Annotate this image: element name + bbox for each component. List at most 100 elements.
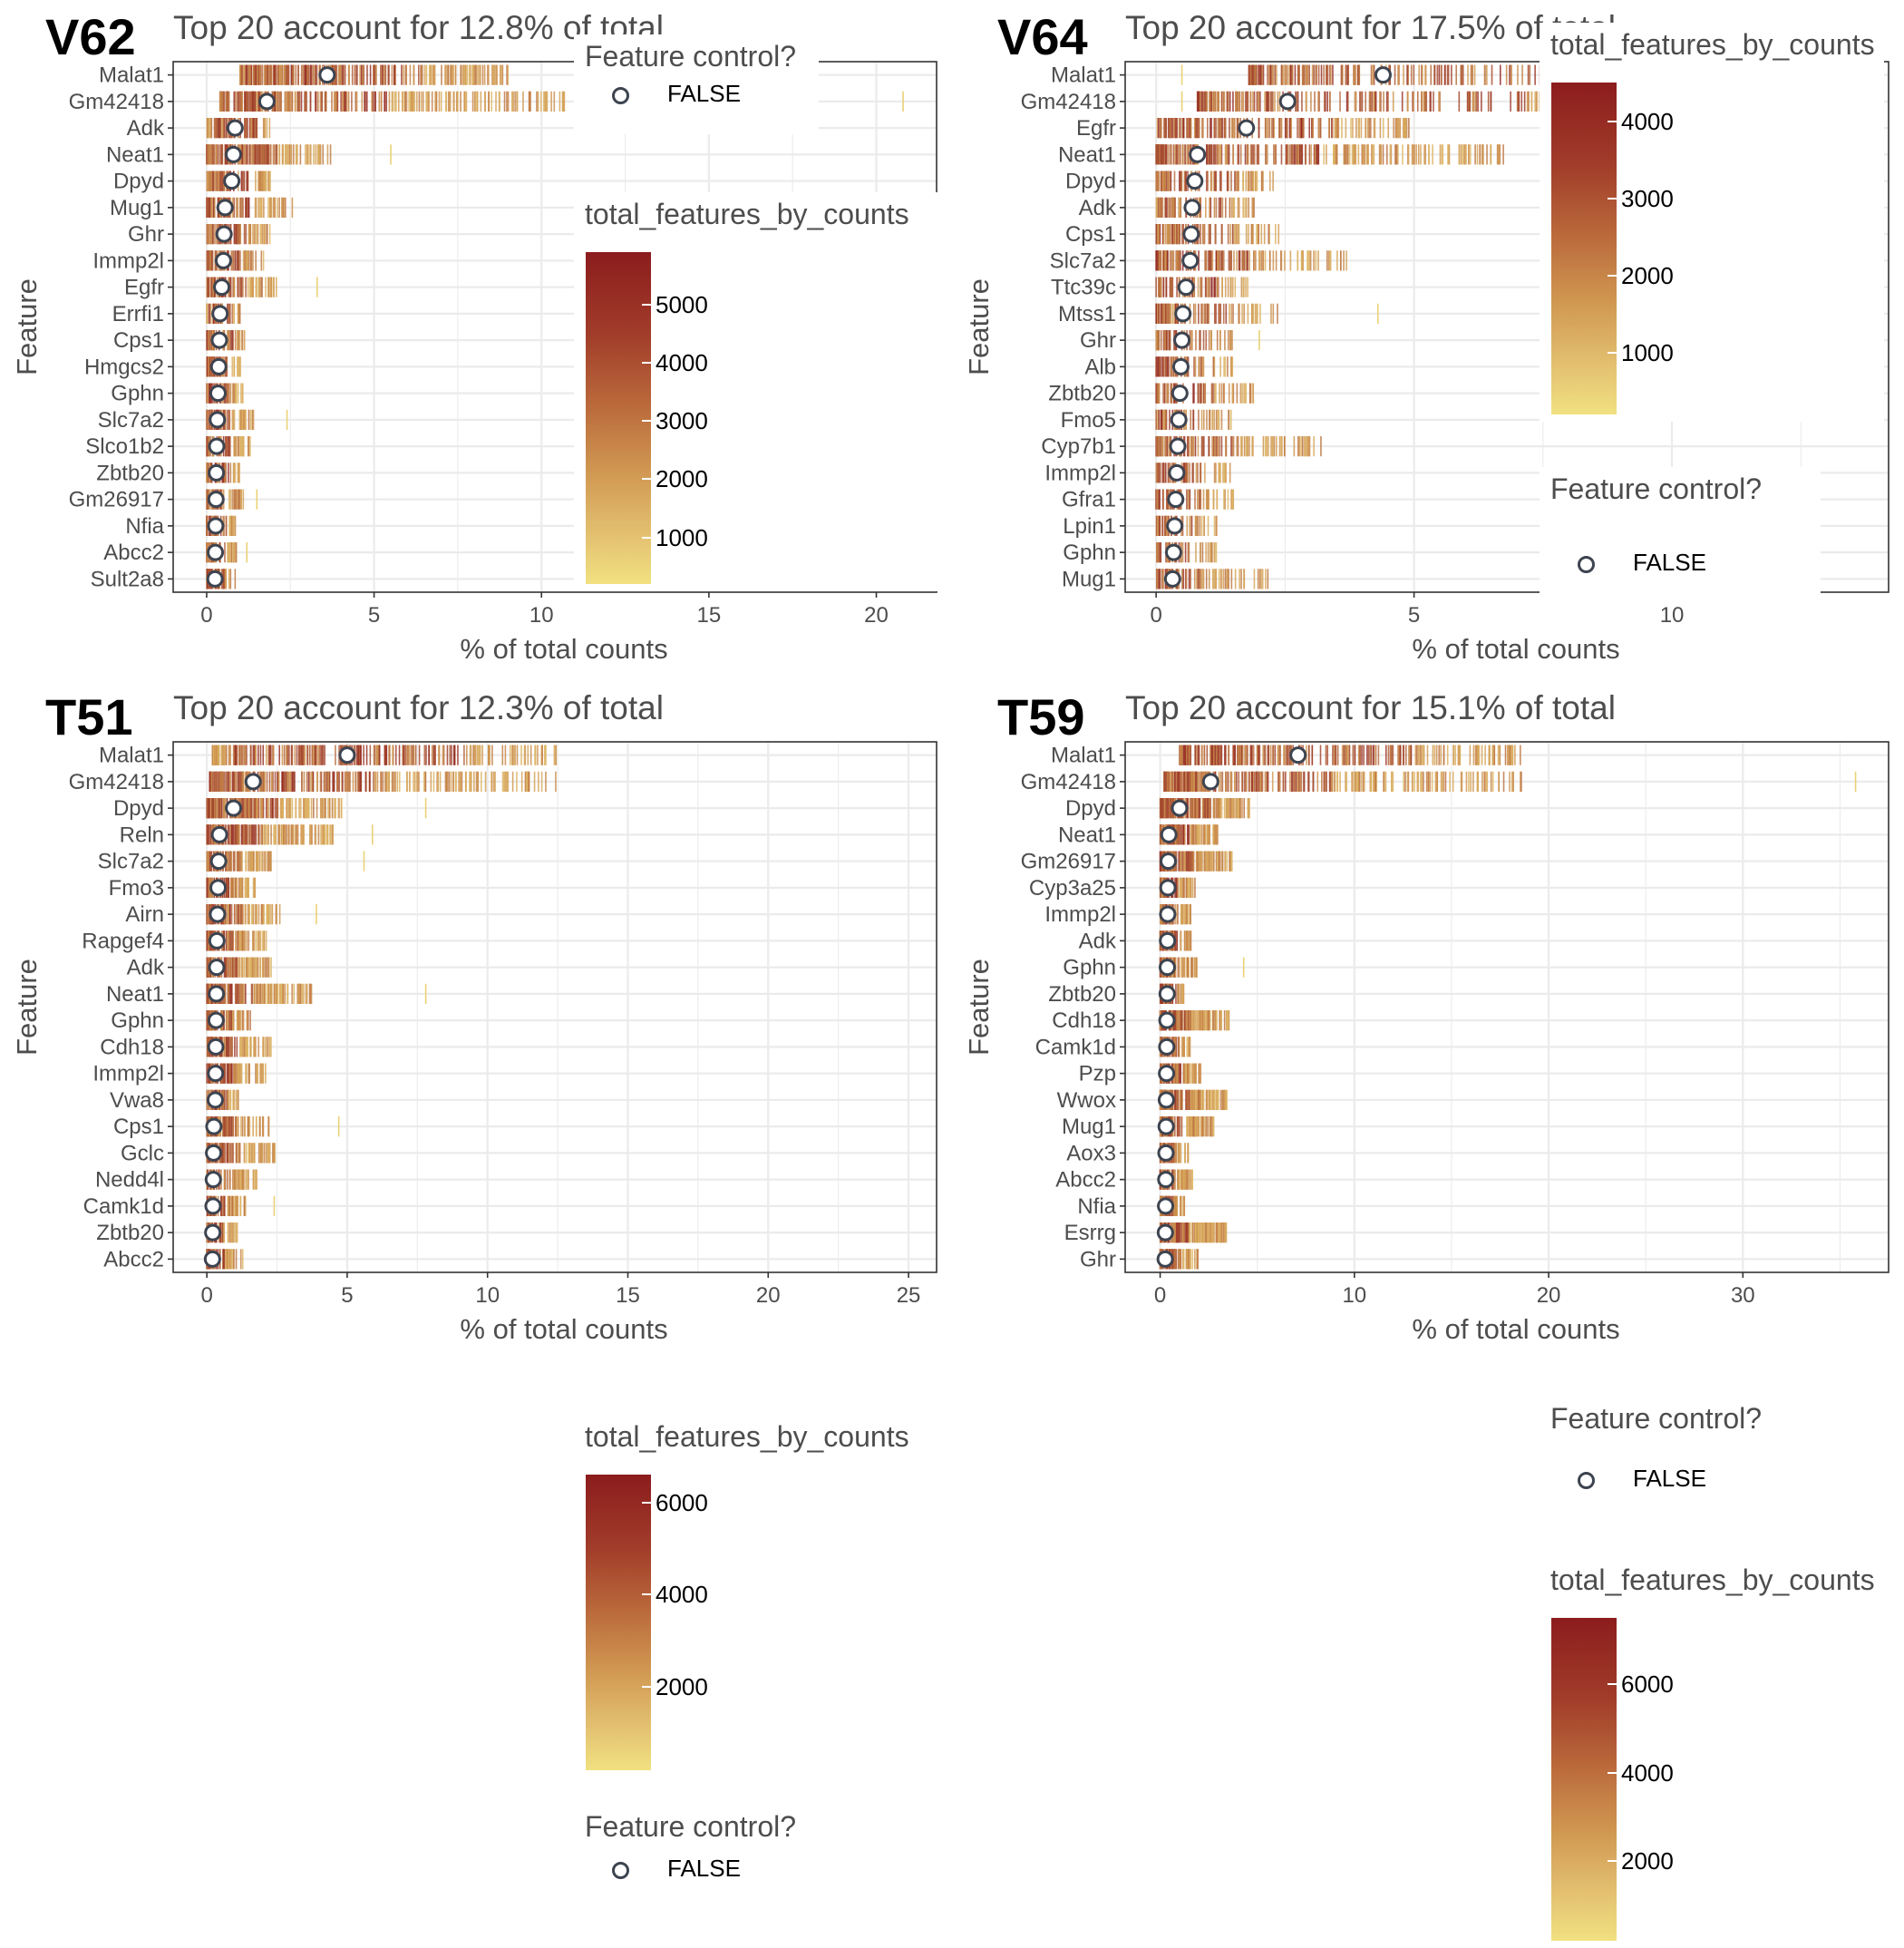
panel-tag: V64 [997, 7, 1088, 66]
y-tick-label: Egfr [1076, 116, 1116, 141]
mean-point-adk [228, 121, 242, 135]
x-tick-label: 10 [1660, 603, 1685, 628]
y-tick-label: Immp2l [1044, 461, 1116, 485]
y-axis-title: Feature [11, 278, 43, 375]
mean-point-mug1 [218, 200, 232, 215]
y-tick-label: Alb [1084, 355, 1116, 379]
y-tick-label: Abcc2 [103, 541, 164, 565]
y-tick-label: Gphn [111, 382, 164, 406]
mean-point-neat1 [1190, 147, 1205, 161]
mean-point-cyp7b1 [1171, 439, 1185, 453]
mean-point-alb [1173, 359, 1188, 374]
legend-title: Feature control? [585, 40, 796, 73]
x-tick-label: 10 [529, 603, 554, 628]
colorbar-tick-label: 3000 [656, 407, 708, 435]
mean-point-ttc39c [1179, 280, 1193, 295]
mean-point-egfr [1239, 121, 1254, 135]
colorbar-tick [642, 304, 651, 306]
mean-point-immp2l [216, 253, 230, 268]
y-tick-label: Zbtb20 [1048, 382, 1116, 406]
y-tick-label: Dpyd [113, 170, 164, 194]
y-tick-label: Adk [127, 116, 165, 141]
x-tick-label: 15 [697, 603, 722, 628]
colorbar-tick [642, 362, 651, 364]
y-tick-label: Egfr [124, 276, 164, 300]
mean-point-nfia [209, 519, 223, 533]
y-tick-label: Hmgcs2 [84, 355, 164, 379]
y-tick-label: Slco1b2 [85, 434, 164, 459]
legend-key-label: FALSE [667, 80, 741, 108]
legend-title: Feature control? [1550, 472, 1762, 506]
mean-point-lpin1 [1168, 519, 1182, 533]
mean-point-gm42418 [259, 94, 274, 109]
x-tick-label: 20 [864, 603, 889, 628]
y-tick-label: Neat1 [106, 142, 164, 167]
y-tick-label: Sult2a8 [91, 567, 164, 591]
colorbar-tick [1608, 198, 1617, 200]
colorbar-tick [1608, 275, 1617, 277]
mean-point-sult2a8 [208, 571, 222, 586]
mean-point-slc7a2 [210, 413, 225, 427]
mean-point-mtss1 [1176, 307, 1190, 321]
y-tick-label: Slc7a2 [98, 408, 164, 433]
x-axis-title: % of total counts [1412, 633, 1619, 665]
mean-point-ghr [1175, 333, 1190, 347]
mean-point-errfi1 [213, 307, 228, 321]
mean-point-gphn [210, 386, 225, 401]
mean-point-gm42418 [1280, 94, 1295, 109]
plot-svg: Malat1Gm42418DpydRelnSlc7a2Fmo3AirnRapge… [0, 680, 952, 1360]
gridlines [173, 742, 937, 1272]
y-tick-label: Mtss1 [1058, 302, 1116, 326]
y-tick-label: Ttc39c [1051, 276, 1116, 300]
mean-point-neat1 [226, 147, 240, 161]
legend-colorbar: total_features_by_counts 1000 2000 3000 4000… [574, 192, 946, 591]
y-tick-label: Malat1 [1051, 63, 1116, 88]
colorbar-gradient [1551, 83, 1617, 414]
panel-tag: V62 [45, 7, 136, 66]
x-axis-title: % of total counts [460, 633, 667, 665]
mean-point-immp2l [1170, 465, 1184, 480]
mean-point-dpyd [1188, 174, 1202, 189]
legend-key-icon [1578, 556, 1595, 573]
y-tick-label: Gm42418 [69, 90, 164, 114]
y-axis-title: Feature [963, 278, 995, 375]
mean-point-cps1 [212, 333, 227, 347]
colorbar-tick-label: 5000 [656, 291, 708, 319]
y-tick-label: Malat1 [99, 63, 164, 88]
mean-point-zbtb20 [209, 465, 224, 480]
colorbar-tick [1608, 352, 1617, 354]
x-tick-label: 5 [1408, 603, 1420, 628]
y-tick-label: Mug1 [1062, 567, 1116, 591]
y-tick-label: Immp2l [92, 248, 164, 273]
y-tick-label: Lpin1 [1063, 514, 1116, 539]
x-tick-label: 5 [368, 603, 380, 628]
colorbar-tick-label: 2000 [1621, 262, 1674, 290]
mean-point-hmgcs2 [211, 359, 226, 374]
cell-marks [207, 745, 556, 1270]
y-tick-label: Adk [1079, 196, 1117, 220]
legend-feature-control: Feature control? FALSE [574, 34, 819, 134]
y-tick-label: Mug1 [110, 196, 164, 220]
mean-point-gphn [1166, 545, 1180, 560]
colorbar-tick [642, 420, 651, 422]
mean-point-dpyd [225, 174, 239, 189]
colorbar-tick-label: 1000 [656, 524, 708, 552]
y-tick-label: Neat1 [1058, 142, 1116, 167]
colorbar-tick-label: 4000 [656, 349, 708, 377]
legend-key-label: FALSE [1633, 549, 1706, 577]
legend-title: total_features_by_counts [585, 198, 909, 231]
mean-point-malat1 [320, 68, 335, 83]
y-tick-label: Dpyd [1065, 170, 1116, 194]
colorbar-tick-label: 2000 [656, 465, 708, 493]
colorbar-tick [642, 537, 651, 539]
mean-point-fmo5 [1171, 413, 1186, 427]
legend-feature-control: Feature control? FALSE [1540, 467, 1821, 603]
mean-point-egfr [215, 280, 229, 295]
mean-point-abcc2 [209, 545, 223, 560]
mean-point-slco1b2 [209, 439, 224, 453]
y-tick-labels: Malat1Gm42418AdkNeat1DpydMug1GhrImmp2lEg… [69, 63, 173, 592]
y-tick-label: Ghr [1080, 328, 1116, 353]
